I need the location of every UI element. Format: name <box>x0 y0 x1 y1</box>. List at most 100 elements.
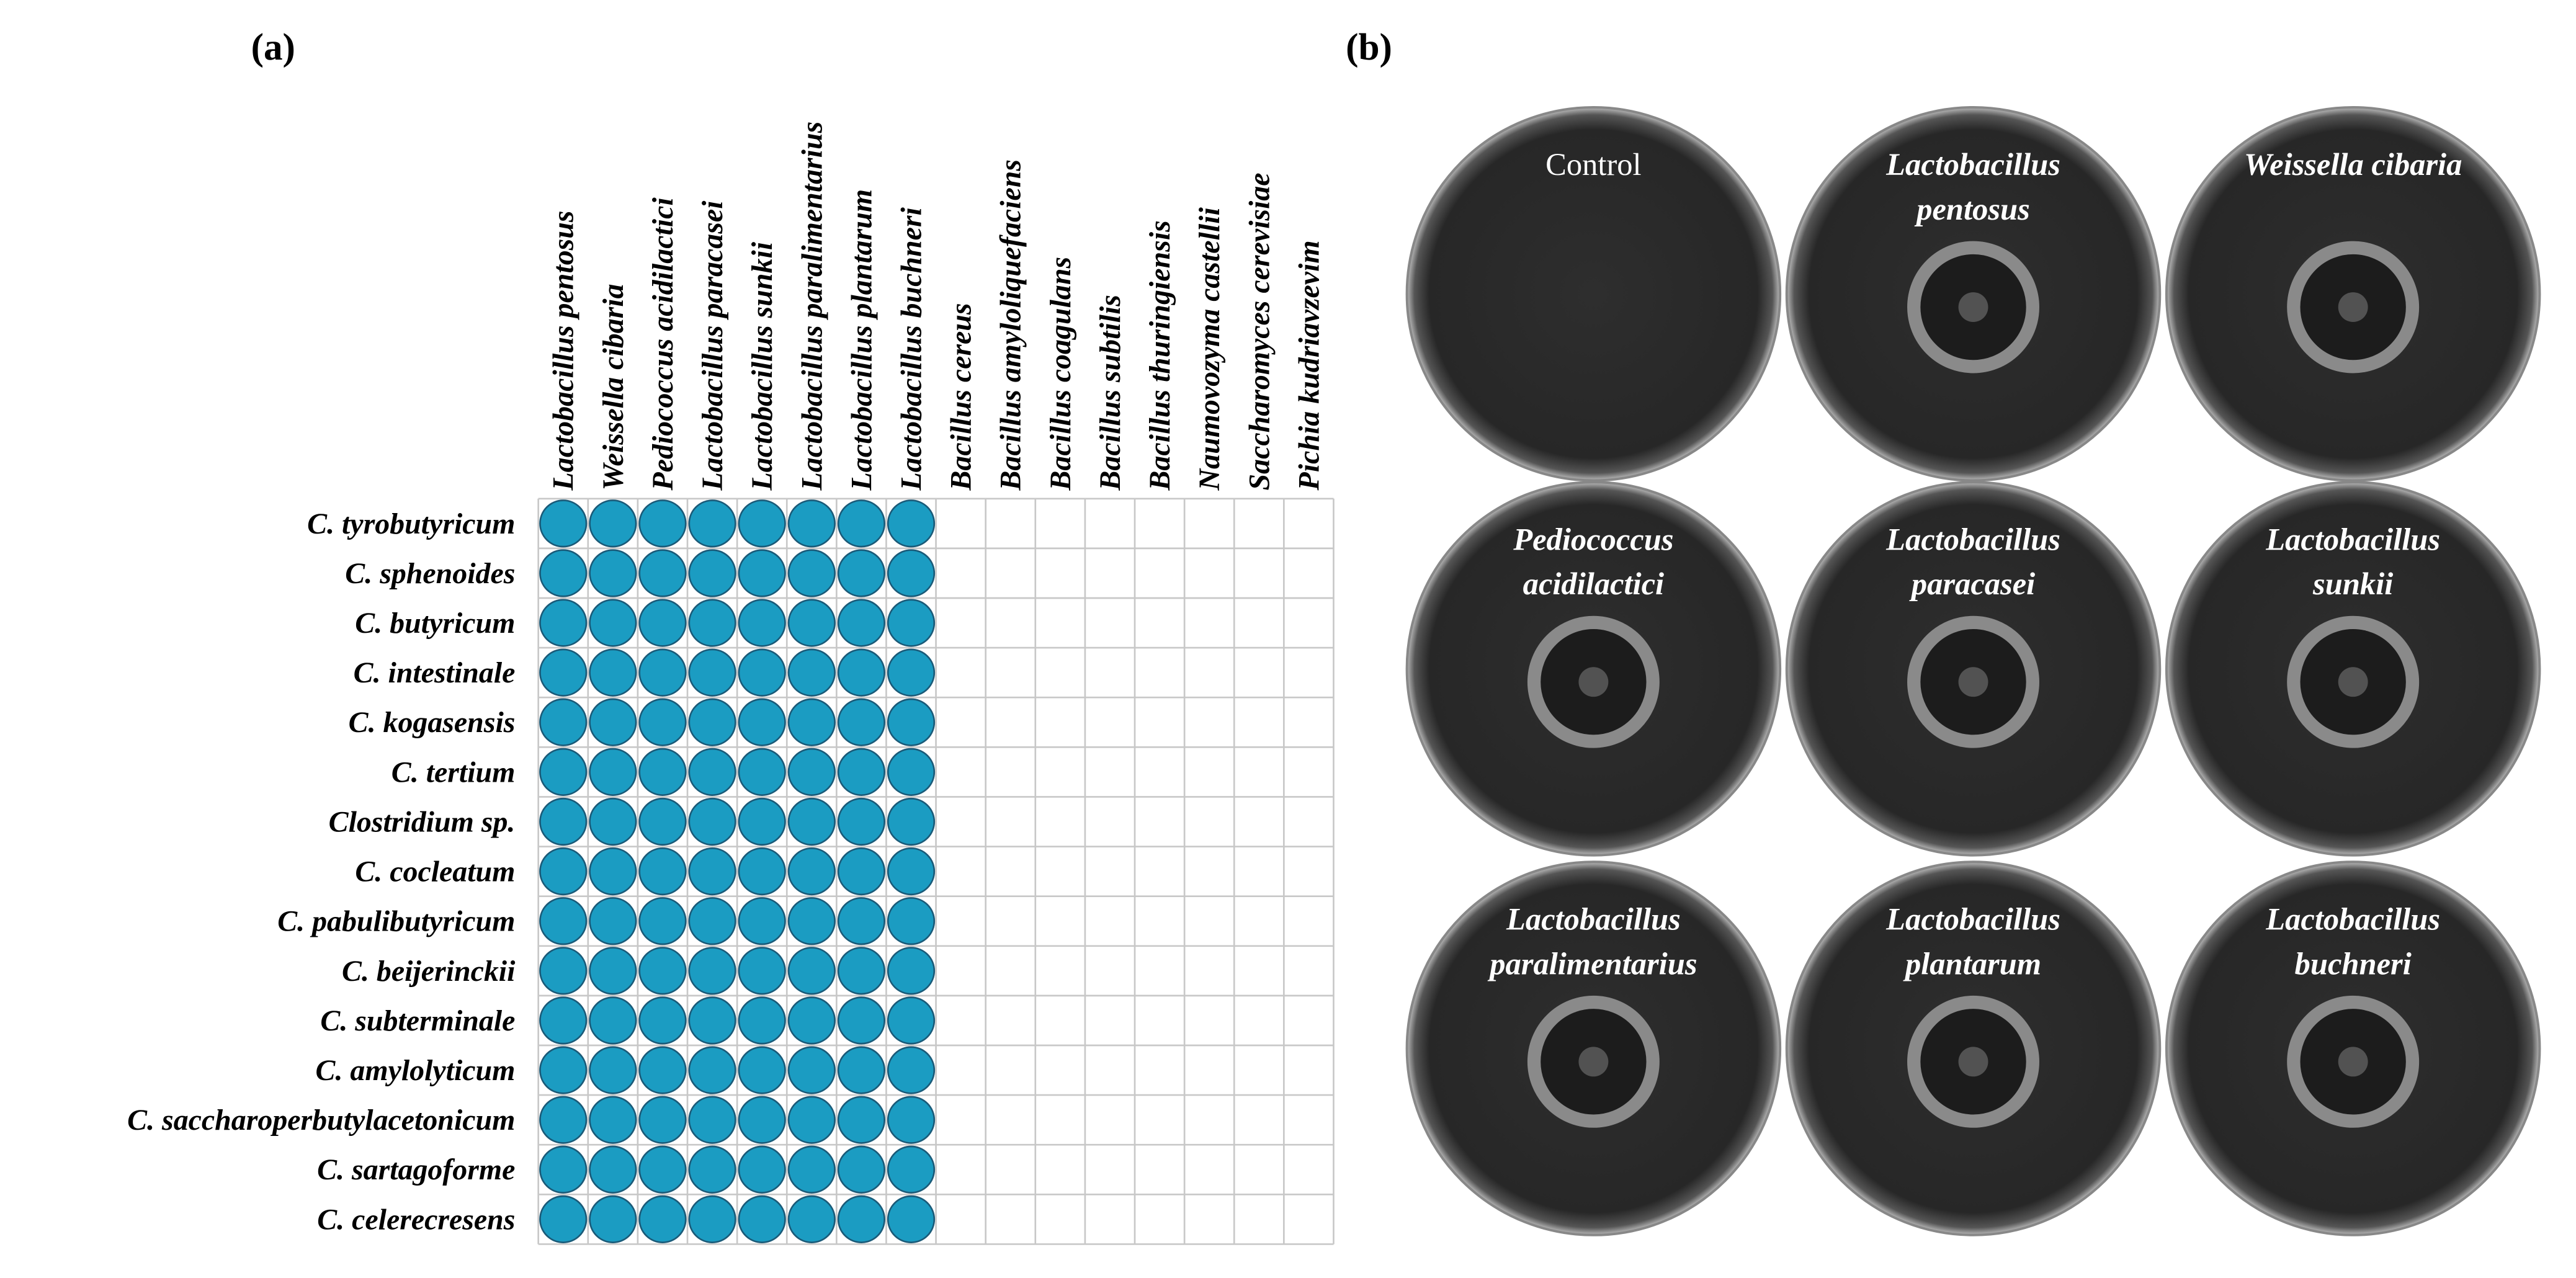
plate-label: paracasei <box>1909 566 2035 601</box>
inhibition-dot <box>638 1195 687 1243</box>
column-label: Naumovozyma castellii <box>1193 207 1226 491</box>
inhibition-dot <box>738 698 786 746</box>
inhibition-dot <box>837 549 885 597</box>
inhibition-dot <box>887 599 936 647</box>
inhibition-dot <box>589 947 637 995</box>
inhibition-dot <box>589 847 637 896</box>
inhibition-dot <box>787 797 836 846</box>
inhibition-dot <box>738 1046 786 1094</box>
column-label: Lactobacillus paracasei <box>696 200 729 491</box>
inhibition-dot <box>539 797 588 846</box>
inhibition-dot <box>887 1046 936 1094</box>
column-label: Lactobacillus plantarum <box>845 189 878 491</box>
plate-label: Control <box>1545 147 1641 182</box>
inhibition-dot <box>589 748 637 796</box>
inhibition-dot <box>837 499 885 548</box>
inhibition-dot <box>738 748 786 796</box>
inhibition-dot <box>688 1145 736 1194</box>
inhibition-dot <box>887 996 936 1045</box>
inhibition-dot <box>589 1145 637 1194</box>
colony <box>2338 667 2368 697</box>
inhibition-dot <box>837 996 885 1045</box>
column-label: Bacillus amyloliquefaciens <box>995 159 1027 491</box>
inhibition-dot <box>887 1145 936 1194</box>
inhibition-dot <box>887 1195 936 1243</box>
inhibition-dot <box>887 648 936 697</box>
inhibition-dot <box>589 599 637 647</box>
inhibition-dot <box>738 797 786 846</box>
colony <box>1578 667 1609 697</box>
inhibition-dot <box>887 549 936 597</box>
inhibition-dot <box>787 648 836 697</box>
inhibition-dot <box>887 748 936 796</box>
inhibition-dot <box>688 549 736 597</box>
plate-label: Lactobacillus <box>2265 901 2440 936</box>
inhibition-dot <box>787 499 836 548</box>
petri-dish: Lactobacillus plantarum <box>1785 860 2162 1236</box>
inhibition-dot <box>787 599 836 647</box>
inhibition-dot <box>638 648 687 697</box>
inhibition-dot <box>787 698 836 746</box>
inhibition-dot <box>837 1195 885 1243</box>
inhibition-dot <box>837 847 885 896</box>
dish <box>1405 106 1782 482</box>
inhibition-dot <box>688 648 736 697</box>
row-label: C. sphenoides <box>345 557 515 590</box>
petri-dish: Lactobacillus pentosus <box>1785 106 2162 482</box>
inhibition-dot <box>787 1096 836 1144</box>
inhibition-dot <box>738 1195 786 1243</box>
inhibition-dot <box>589 698 637 746</box>
column-label: Lactobacillus sunkii <box>746 241 779 491</box>
inhibition-dot <box>589 797 637 846</box>
inhibition-dot <box>638 797 687 846</box>
inhibition-dot <box>787 897 836 945</box>
inhibition-dot <box>539 648 588 697</box>
inhibition-dot <box>539 748 588 796</box>
plate-label: Lactobacillus <box>1885 901 2060 936</box>
inhibition-dot <box>539 499 588 548</box>
colony <box>2338 1047 2368 1077</box>
inhibition-dot <box>638 748 687 796</box>
inhibition-dot <box>539 1145 588 1194</box>
inhibition-dot <box>539 897 588 945</box>
column-label: Weissella cibaria <box>597 284 630 490</box>
row-label: C. saccharoperbutylacetonicum <box>127 1104 515 1137</box>
inhibition-dot <box>738 897 786 945</box>
plate-label: Lactobacillus <box>1885 522 2060 556</box>
inhibition-dot <box>837 1145 885 1194</box>
row-label: C. tertium <box>391 756 516 789</box>
inhibition-dot <box>738 599 786 647</box>
column-label: Saccharomyces cerevisiae <box>1243 172 1276 490</box>
inhibition-dot <box>589 897 637 945</box>
inhibition-dot <box>787 748 836 796</box>
inhibition-dot <box>688 1195 736 1243</box>
inhibition-dot <box>688 499 736 548</box>
row-label: C. sartagoforme <box>317 1153 515 1186</box>
inhibition-dot <box>638 1046 687 1094</box>
inhibition-dot <box>738 648 786 697</box>
inhibition-dot <box>589 996 637 1045</box>
column-label: Bacillus cereus <box>945 303 978 491</box>
colony <box>1958 667 1988 697</box>
inhibition-dot <box>638 947 687 995</box>
colony <box>2338 292 2368 322</box>
colony <box>1958 292 1988 322</box>
column-label: Lactobacillus buchneri <box>895 207 928 491</box>
colony <box>1958 1047 1988 1077</box>
inhibition-dot <box>837 648 885 697</box>
inhibition-dot <box>787 1195 836 1243</box>
petri-dish: Pediococcus acidilactici <box>1405 481 1782 857</box>
column-label: Lactobacillus pentosus <box>547 210 580 491</box>
inhibition-dot <box>539 996 588 1045</box>
inhibition-dot <box>589 549 637 597</box>
plate-label: Lactobacillus <box>1885 147 2060 182</box>
inhibition-dot <box>589 648 637 697</box>
plate-label: Lactobacillus <box>1506 901 1681 936</box>
row-label: C. butyricum <box>355 607 515 640</box>
inhibition-dot <box>589 1195 637 1243</box>
plate-label: Lactobacillus <box>2265 522 2440 556</box>
column-label: Bacillus thuringiensis <box>1143 220 1176 491</box>
inhibition-dot <box>787 847 836 896</box>
inhibition-dot <box>837 947 885 995</box>
plate-label: Pediococcus <box>1513 522 1673 556</box>
